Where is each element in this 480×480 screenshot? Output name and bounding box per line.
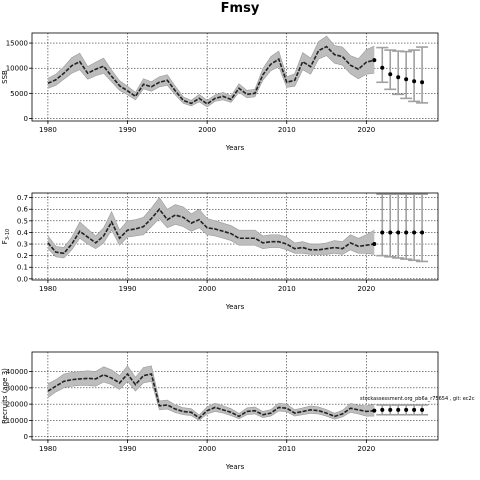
ssb-projection-point: [404, 77, 409, 82]
f-ytick-label: 0.0: [17, 275, 28, 283]
recruits-xtick-label: 2000: [198, 445, 216, 453]
recruits-projection-point: [412, 407, 417, 412]
f-ytick-label: 0.1: [17, 264, 28, 272]
ssb-panel: 1980 1990 2000 2010 2020 0 5000 10000 15000 Years…: [1, 32, 439, 152]
recruits-ylabel: Recruits (age 3): [1, 368, 9, 424]
recruits-xtick-label: 2020: [357, 445, 375, 453]
ssb-projection-point: [396, 75, 401, 80]
f-projection-point: [396, 230, 401, 235]
f-band-upper: [47, 197, 375, 248]
ssb-last-estimate-point: [372, 58, 377, 63]
ssb-projection-point: [388, 72, 393, 77]
recruits-xtick-label: 1980: [39, 445, 57, 453]
f-xtick-label: 1990: [119, 285, 137, 293]
recruits-confidence-band: [47, 365, 375, 421]
f-band-lower: [47, 218, 375, 259]
figure-title: Fmsy: [221, 1, 260, 16]
f-ytick-label: 0.6: [17, 206, 29, 214]
ssb-projection-point: [420, 80, 425, 85]
recruits-band-lower: [47, 380, 375, 421]
recruits-ytick-label: 20000: [6, 401, 28, 409]
ssb-estimate-line: [47, 45, 375, 105]
ssb-confidence-band: [47, 36, 375, 107]
fishing-mortality-panel: 1980 1990 2000 2010 2020 0.0 0.1 0.2 0.3 0.4 0.5 0.…: [1, 192, 439, 311]
f-projection-point: [380, 230, 385, 235]
ssb-axes-frame: [31, 32, 439, 122]
recruits-projection-point: [396, 407, 401, 412]
f-ytick-label: 0.3: [17, 241, 28, 249]
recruits-ytick-label: 0: [24, 433, 28, 441]
recruits-band-upper: [47, 365, 375, 416]
ssb-xtick-label: 2020: [357, 126, 375, 134]
f-projection-point: [404, 230, 409, 235]
f-axes-frame: [31, 192, 439, 281]
recruits-ytick-label: 40000: [6, 368, 28, 376]
recruits-xtick-label: 1990: [119, 445, 137, 453]
ssb-xtick-label: 2000: [198, 126, 216, 134]
ssb-projection-point: [380, 65, 385, 70]
ssb-xlabel: Years: [225, 144, 245, 152]
f-xlabel: Years: [225, 303, 245, 311]
f-xtick-label: 2000: [198, 285, 216, 293]
recruits-last-estimate-point: [372, 408, 377, 413]
ssb-projection-point: [412, 79, 417, 84]
ssb-band-upper: [47, 35, 375, 101]
ssb-ylabel: SSB: [1, 70, 9, 84]
f-ytick-label: 0.5: [17, 217, 28, 225]
recruits-ytick-label: 30000: [6, 384, 28, 392]
ssb-ytick-label: 5000: [10, 90, 28, 98]
f-ytick-label: 0.2: [17, 252, 28, 260]
ssb-band-lower: [47, 55, 375, 108]
f-ytick-label: 0.4: [17, 229, 29, 237]
f-projection-point: [388, 230, 393, 235]
recruitment-panel: 1980 1990 2000 2010 2020 0 10000 20000 30000 4000…: [1, 351, 439, 471]
f-estimate-line: [47, 207, 375, 255]
f-ylabel: F3-10: [1, 229, 11, 244]
ssb-ytick-label: 15000: [6, 40, 28, 48]
f-xtick-label: 2020: [357, 285, 375, 293]
f-xtick-label: 1980: [39, 285, 57, 293]
recruits-axes-frame: [31, 351, 439, 441]
f-projection-point: [412, 230, 417, 235]
recruits-projection-point: [420, 407, 425, 412]
ssb-ytick-label: 10000: [6, 65, 28, 73]
ssb-xtick-label: 1990: [119, 126, 137, 134]
recruits-estimate-line: [47, 372, 375, 420]
recruits-xtick-label: 2010: [278, 445, 296, 453]
f-ytick-label: 0.7: [17, 194, 28, 202]
recruits-ytick-label: 10000: [6, 417, 28, 425]
ssb-xtick-label: 2010: [278, 126, 296, 134]
recruits-projection-point: [380, 407, 385, 412]
f-projection-point: [420, 230, 425, 235]
assessment-annotation: stockassessment.org_pb6a_r75654 , git: e…: [360, 396, 475, 402]
recruits-projection-point: [388, 407, 393, 412]
f-last-estimate-point: [372, 242, 377, 247]
ssb-xtick-label: 1980: [39, 126, 57, 134]
recruits-projection-point: [404, 407, 409, 412]
recruits-xlabel: Years: [225, 463, 245, 471]
f-xtick-label: 2010: [278, 285, 296, 293]
ssb-ytick-label: 0: [24, 115, 28, 123]
